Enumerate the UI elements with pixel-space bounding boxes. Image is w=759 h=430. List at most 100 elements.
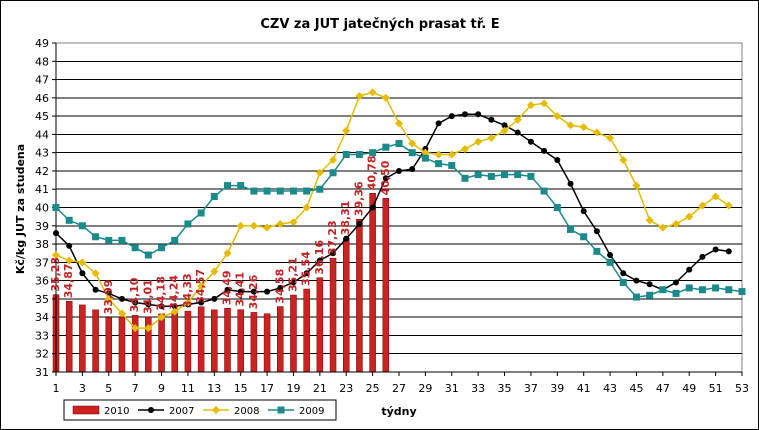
point-2007	[396, 167, 402, 174]
bar-2010	[158, 313, 165, 373]
point-2007	[501, 122, 508, 129]
point-2009	[487, 172, 495, 180]
point-2007	[79, 270, 86, 277]
point-2008	[685, 212, 694, 221]
x-tick-label: 43	[603, 382, 617, 395]
point-2009	[514, 171, 522, 179]
y-tick-label: 32	[35, 348, 49, 361]
x-tick-label: 3	[79, 382, 86, 395]
x-axis-label: týdny	[381, 405, 416, 418]
legend-label-2008: 2008	[234, 406, 259, 417]
point-2008	[434, 150, 443, 159]
point-2009	[224, 182, 231, 190]
bar-data-label: 34,49	[221, 270, 234, 305]
x-tick-label: 7	[132, 382, 139, 395]
bar-2010	[131, 315, 139, 373]
x-tick-label: 11	[181, 382, 195, 395]
bar-2010	[65, 301, 73, 373]
point-2008	[52, 251, 60, 260]
legend: 2010 2007 2008 2009	[63, 399, 337, 421]
y-tick-label: 40	[35, 202, 49, 215]
point-2008	[487, 134, 496, 143]
bar-data-label: 34,33	[181, 273, 194, 308]
y-tick-label: 49	[35, 37, 49, 50]
x-tick-label: 13	[207, 382, 221, 395]
point-2009	[131, 244, 139, 252]
point-2009	[672, 289, 680, 297]
point-2008	[606, 134, 615, 143]
point-2008	[315, 168, 324, 177]
point-2007	[527, 138, 534, 145]
point-2007	[316, 257, 323, 264]
point-2009	[606, 258, 614, 266]
point-2007	[686, 266, 693, 273]
point-2007	[514, 129, 521, 136]
y-tick-label: 42	[35, 165, 49, 178]
x-tick-label: 41	[577, 382, 591, 395]
point-2007	[461, 111, 468, 118]
y-tick-label: 37	[35, 256, 49, 269]
bar-2010	[184, 310, 192, 373]
point-2008	[329, 155, 338, 164]
bar-2010	[224, 307, 231, 373]
x-tick-label: 35	[498, 382, 512, 395]
point-2008	[183, 298, 192, 307]
point-2009	[501, 171, 509, 179]
point-2007	[567, 180, 574, 187]
chart-title: CZV za JUT jatečných prasat tř. E	[260, 17, 499, 32]
bar-2010	[105, 317, 113, 373]
point-2009	[316, 185, 324, 193]
x-tick-label: 33	[471, 382, 485, 395]
bar-2010	[316, 277, 324, 373]
point-2008	[104, 294, 113, 303]
point-2007	[554, 156, 561, 163]
bar-2010	[250, 312, 258, 373]
point-2009	[342, 150, 350, 158]
bar-data-label: 35,23	[49, 257, 62, 292]
bar-data-label: 34,24	[168, 275, 181, 310]
point-2008	[632, 181, 641, 190]
point-2009	[65, 216, 73, 224]
point-2008	[157, 313, 166, 322]
y-tick-label: 31	[35, 366, 49, 379]
point-2009	[289, 187, 297, 195]
point-2007	[369, 204, 376, 211]
bar-data-label: 36,16	[313, 240, 326, 275]
point-2009	[382, 143, 390, 151]
bar-2010	[79, 304, 86, 373]
bar-2010	[197, 306, 205, 373]
bar-data-label: 34,41	[234, 272, 247, 307]
bar-data-label: 33,99	[102, 280, 115, 315]
x-tick-label: 27	[392, 382, 406, 395]
point-2007	[66, 242, 73, 249]
point-2009	[92, 233, 100, 241]
point-2009	[712, 284, 720, 292]
point-2007	[607, 252, 614, 259]
x-tick-label: 29	[418, 382, 432, 395]
point-2007	[53, 230, 59, 237]
bar-data-label: 39,36	[352, 181, 365, 216]
point-2009	[52, 204, 60, 211]
point-2007	[712, 246, 719, 253]
x-tick-label: 15	[234, 382, 248, 395]
point-2009	[303, 187, 311, 195]
point-2007	[593, 228, 600, 235]
line-2007	[55, 113, 729, 307]
legend-box	[63, 399, 337, 421]
point-2007	[646, 281, 653, 288]
x-tick-label: 49	[682, 382, 696, 395]
bar-2010	[263, 313, 271, 373]
point-2009	[355, 150, 363, 158]
point-2008	[540, 99, 549, 108]
point-2007	[224, 286, 231, 293]
point-2008	[592, 128, 601, 137]
point-2009	[250, 187, 258, 195]
point-2009	[540, 187, 548, 195]
y-tick-label: 35	[35, 293, 49, 306]
point-2007	[211, 295, 218, 302]
bar-2010	[342, 238, 350, 373]
point-2007	[145, 301, 152, 308]
line-series	[52, 88, 746, 333]
point-2008	[566, 121, 575, 130]
